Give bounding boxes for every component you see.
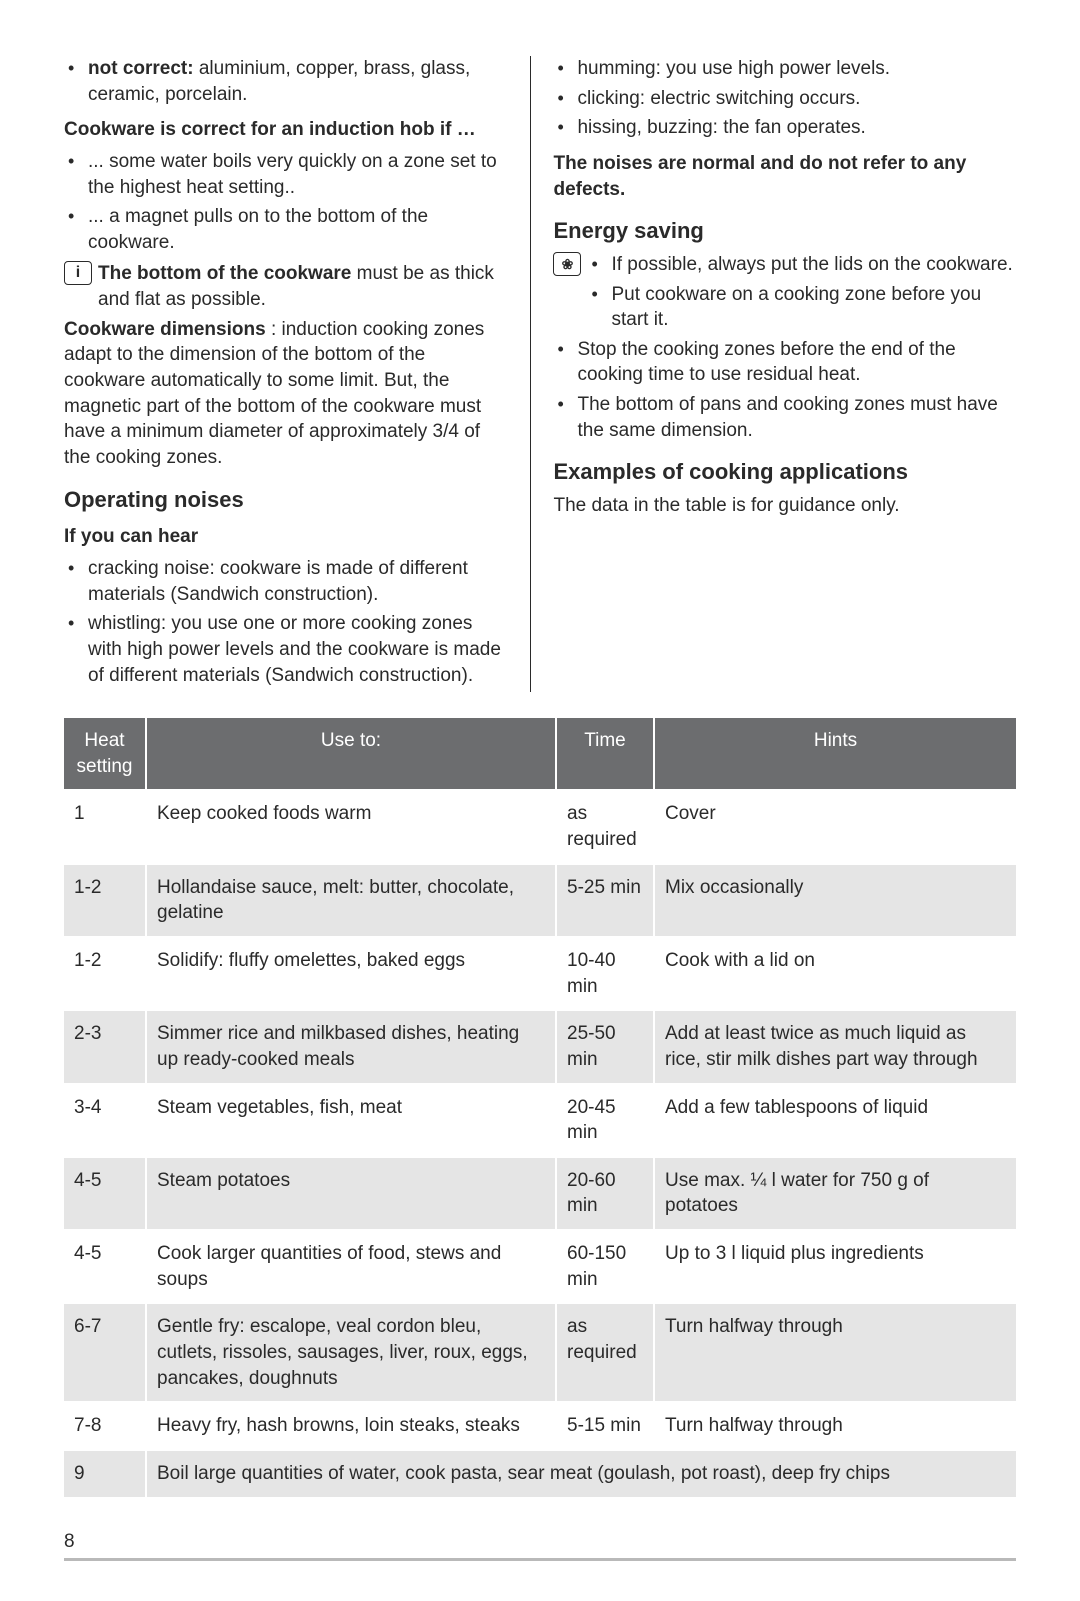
table-row: 1Keep cooked foods warmas requiredCover	[64, 790, 1016, 863]
page-number: 8	[64, 1529, 1016, 1555]
cell-heat: 6-7	[64, 1303, 146, 1402]
eco-icon: ❀	[553, 252, 581, 276]
table-row: 7-8Heavy fry, hash browns, loin steaks, …	[64, 1402, 1016, 1450]
right-column: humming: you use high power levels. clic…	[530, 56, 1016, 692]
list-item: ... a magnet pulls on to the bottom of t…	[64, 204, 508, 255]
left-column: not correct: aluminium, copper, brass, g…	[64, 56, 530, 692]
cell-use: Heavy fry, hash browns, loin steaks, ste…	[146, 1402, 556, 1450]
bottom-lead: The bottom of the cookware	[98, 263, 351, 284]
cell-heat: 1-2	[64, 864, 146, 937]
th-hints: Hints	[654, 717, 1016, 790]
not-correct-lead: not correct:	[88, 58, 194, 79]
cell-heat: 9	[64, 1450, 146, 1498]
table-row: 3-4Steam vegetables, fish, meat20-45 min…	[64, 1084, 1016, 1157]
th-use: Use to:	[146, 717, 556, 790]
cell-hints: Add a few tablespoons of liquid	[654, 1084, 1016, 1157]
bottom-text: The bottom of the cookware must be as th…	[98, 263, 494, 310]
cell-heat: 4-5	[64, 1230, 146, 1303]
cell-time: 20-45 min	[556, 1084, 654, 1157]
cell-hints: Up to 3 l liquid plus ingredients	[654, 1230, 1016, 1303]
test-heading: Cookware is correct for an induction hob…	[64, 117, 508, 143]
table-row: 1-2Hollandaise sauce, melt: butter, choc…	[64, 864, 1016, 937]
table-row: 6-7Gentle fry: escalope, veal cordon ble…	[64, 1303, 1016, 1402]
cooking-table: Heat setting Use to: Time Hints 1Keep co…	[64, 716, 1016, 1498]
if-you-can-hear-heading: If you can hear	[64, 524, 508, 550]
cell-heat: 7-8	[64, 1402, 146, 1450]
not-correct-list: not correct: aluminium, copper, brass, g…	[64, 56, 508, 107]
th-time: Time	[556, 717, 654, 790]
list-item: hissing, buzzing: the fan operates.	[553, 115, 1016, 141]
noises-right-list: humming: you use high power levels. clic…	[553, 56, 1016, 141]
cell-heat: 3-4	[64, 1084, 146, 1157]
cell-use-span: Boil large quantities of water, cook pas…	[146, 1450, 1016, 1498]
info-icon: i	[64, 261, 92, 285]
cell-time: 5-25 min	[556, 864, 654, 937]
table-row: 9Boil large quantities of water, cook pa…	[64, 1450, 1016, 1498]
table-row: 1-2Solidify: fluffy omelettes, baked egg…	[64, 937, 1016, 1010]
list-item: The bottom of pans and cooking zones mus…	[553, 392, 1016, 443]
list-item: If possible, always put the lids on the …	[587, 252, 1016, 278]
footer-rule	[64, 1558, 1016, 1561]
cell-time: 25-50 min	[556, 1010, 654, 1083]
table-row: 2-3Simmer rice and milkbased dishes, hea…	[64, 1010, 1016, 1083]
list-item: whistling: you use one or more cooking z…	[64, 611, 508, 688]
list-item: clicking: electric switching occurs.	[553, 86, 1016, 112]
energy-rest-list: Stop the cooking zones before the end of…	[553, 337, 1016, 444]
cell-heat: 4-5	[64, 1157, 146, 1230]
list-item: not correct: aluminium, copper, brass, g…	[64, 56, 508, 107]
table-body: 1Keep cooked foods warmas requiredCover1…	[64, 790, 1016, 1497]
operating-noises-heading: Operating noises	[64, 485, 508, 515]
dim-rest: : induction cooking zones adapt to the d…	[64, 319, 484, 468]
examples-heading: Examples of cooking applications	[553, 457, 1016, 487]
cell-use: Cook larger quantities of food, stews an…	[146, 1230, 556, 1303]
cell-use: Gentle fry: escalope, veal cordon bleu, …	[146, 1303, 556, 1402]
info-note: i The bottom of the cookware must be as …	[64, 261, 508, 312]
energy-icon-block: ❀ If possible, always put the lids on th…	[553, 252, 1016, 337]
examples-note: The data in the table is for guidance on…	[553, 493, 1016, 519]
energy-saving-heading: Energy saving	[553, 216, 1016, 246]
cell-heat: 1-2	[64, 937, 146, 1010]
dimensions-text: Cookware dimensions : induction cooking …	[64, 317, 508, 471]
tests-list: ... some water boils very quickly on a z…	[64, 149, 508, 256]
cell-use: Keep cooked foods warm	[146, 790, 556, 863]
list-item: Stop the cooking zones before the end of…	[553, 337, 1016, 388]
cell-time: as required	[556, 790, 654, 863]
cell-time: as required	[556, 1303, 654, 1402]
table-row: 4-5Steam potatoes20-60 minUse max. ¼ l w…	[64, 1157, 1016, 1230]
list-item: humming: you use high power levels.	[553, 56, 1016, 82]
cell-use: Steam vegetables, fish, meat	[146, 1084, 556, 1157]
cell-time: 5-15 min	[556, 1402, 654, 1450]
cell-hints: Cook with a lid on	[654, 937, 1016, 1010]
cell-hints: Turn halfway through	[654, 1402, 1016, 1450]
cell-time: 10-40 min	[556, 937, 654, 1010]
cell-hints: Cover	[654, 790, 1016, 863]
noises-left-list: cracking noise: cookware is made of diff…	[64, 556, 508, 688]
cell-use: Hollandaise sauce, melt: butter, chocola…	[146, 864, 556, 937]
cell-hints: Mix occasionally	[654, 864, 1016, 937]
th-heat: Heat setting	[64, 717, 146, 790]
list-item: Put cookware on a cooking zone before yo…	[587, 282, 1016, 333]
cell-heat: 2-3	[64, 1010, 146, 1083]
list-item: cracking noise: cookware is made of diff…	[64, 556, 508, 607]
list-item: ... some water boils very quickly on a z…	[64, 149, 508, 200]
cell-hints: Turn halfway through	[654, 1303, 1016, 1402]
two-column-body: not correct: aluminium, copper, brass, g…	[64, 56, 1016, 692]
cell-time: 20-60 min	[556, 1157, 654, 1230]
table-row: 4-5Cook larger quantities of food, stews…	[64, 1230, 1016, 1303]
cell-use: Simmer rice and milkbased dishes, heatin…	[146, 1010, 556, 1083]
cell-time: 60-150 min	[556, 1230, 654, 1303]
noises-bold-note: The noises are normal and do not refer t…	[553, 151, 1016, 202]
cell-use: Steam potatoes	[146, 1157, 556, 1230]
energy-icon-list: If possible, always put the lids on the …	[587, 252, 1016, 333]
table-head: Heat setting Use to: Time Hints	[64, 717, 1016, 790]
cell-use: Solidify: fluffy omelettes, baked eggs	[146, 937, 556, 1010]
cell-heat: 1	[64, 790, 146, 863]
dim-lead: Cookware dimensions	[64, 319, 266, 340]
cell-hints: Add at least twice as much liquid as ric…	[654, 1010, 1016, 1083]
cell-hints: Use max. ¼ l water for 750 g of potatoes	[654, 1157, 1016, 1230]
